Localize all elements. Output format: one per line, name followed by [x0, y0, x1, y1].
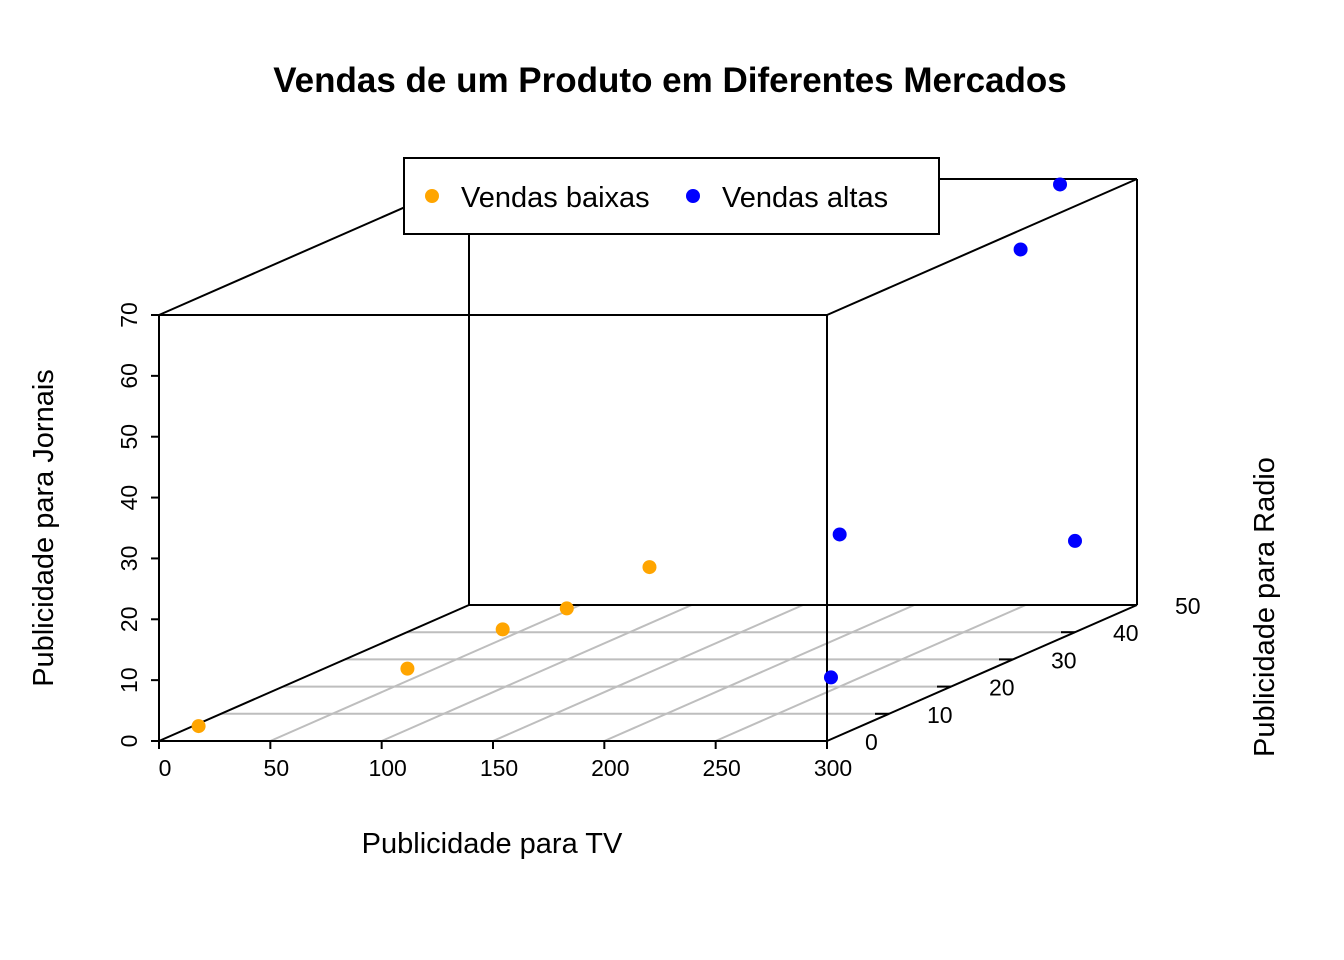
data-point-s0-1 [400, 661, 415, 676]
z-tick-label-5: 50 [116, 424, 142, 450]
data-point-s1-1 [832, 527, 847, 542]
y-tick-label-2: 20 [989, 675, 1015, 701]
x-tick-label-0: 0 [159, 755, 172, 781]
grid-line-x-2 [381, 604, 693, 742]
y-tick-label-1: 10 [927, 702, 953, 728]
data-point-s0-0 [191, 719, 206, 734]
z-tick-label-0: 0 [116, 735, 142, 748]
z-tick-label-7: 70 [116, 302, 142, 328]
data-point-s1-4 [1053, 177, 1068, 192]
chart-title: Vendas de um Produto em Diferentes Merca… [273, 61, 1067, 100]
x-tick-label-1: 50 [264, 755, 290, 781]
z-axis-label: Publicidade para Jornais [28, 369, 60, 687]
x-tick-label-5: 250 [702, 755, 740, 781]
y-axis-label: Publicidade para Radio [1249, 457, 1281, 757]
data-point-s1-3 [1013, 242, 1028, 257]
data-point-s1-0 [823, 670, 838, 685]
legend-marker-vendas-baixas [425, 189, 439, 203]
z-tick-label-4: 40 [116, 485, 142, 511]
x-tick-label-4: 200 [591, 755, 629, 781]
z-tick-label-3: 30 [116, 546, 142, 572]
x-tick-label-2: 100 [368, 755, 406, 781]
y-tick-label-4: 40 [1113, 620, 1139, 646]
legend-label-vendas-baixas: Vendas baixas [461, 182, 650, 214]
y-tick-label-5: 50 [1175, 593, 1201, 619]
y-tick-label-0: 0 [865, 729, 878, 755]
data-point-s1-2 [1068, 533, 1082, 548]
x-axis-label: Publicidade para TV [362, 828, 623, 860]
y-tick-label-3: 30 [1051, 647, 1077, 673]
grid-line-x-5 [715, 604, 1027, 742]
legend: Vendas baixas Vendas altas [403, 157, 940, 235]
data-point-s0-3 [559, 601, 574, 616]
box-edge-6 [826, 178, 1138, 316]
box-edge-2 [826, 604, 1138, 742]
z-tick-label-1: 10 [116, 667, 142, 693]
legend-box [403, 157, 940, 235]
x-tick-label-3: 150 [480, 755, 518, 781]
z-tick-label-6: 60 [116, 363, 142, 389]
legend-marker-vendas-altas [686, 189, 700, 203]
data-point-s0-4 [642, 560, 657, 575]
legend-label-vendas-altas: Vendas altas [722, 182, 888, 214]
grid-line-x-1 [269, 604, 581, 742]
box-edge-1 [158, 604, 470, 742]
grid-line-x-4 [603, 604, 915, 742]
x-tick-label-6: 300 [814, 755, 852, 781]
data-point-s0-2 [495, 622, 510, 637]
grid-line-x-3 [492, 604, 804, 742]
z-tick-label-2: 20 [116, 606, 142, 632]
